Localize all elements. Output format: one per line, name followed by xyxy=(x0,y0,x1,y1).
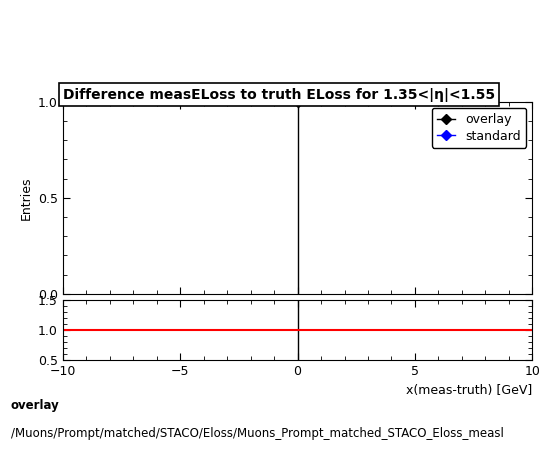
Y-axis label: Entries: Entries xyxy=(19,176,32,219)
Text: Difference measELoss to truth ELoss for 1.35<|η|<1.55: Difference measELoss to truth ELoss for … xyxy=(63,88,495,102)
Text: overlay: overlay xyxy=(11,399,60,412)
Text: /Muons/Prompt/matched/STACO/Eloss/Muons_Prompt_matched_STACO_Eloss_measl: /Muons/Prompt/matched/STACO/Eloss/Muons_… xyxy=(11,426,504,439)
Legend: overlay, standard: overlay, standard xyxy=(432,108,526,148)
X-axis label: x(meas-truth) [GeV]: x(meas-truth) [GeV] xyxy=(406,384,532,397)
